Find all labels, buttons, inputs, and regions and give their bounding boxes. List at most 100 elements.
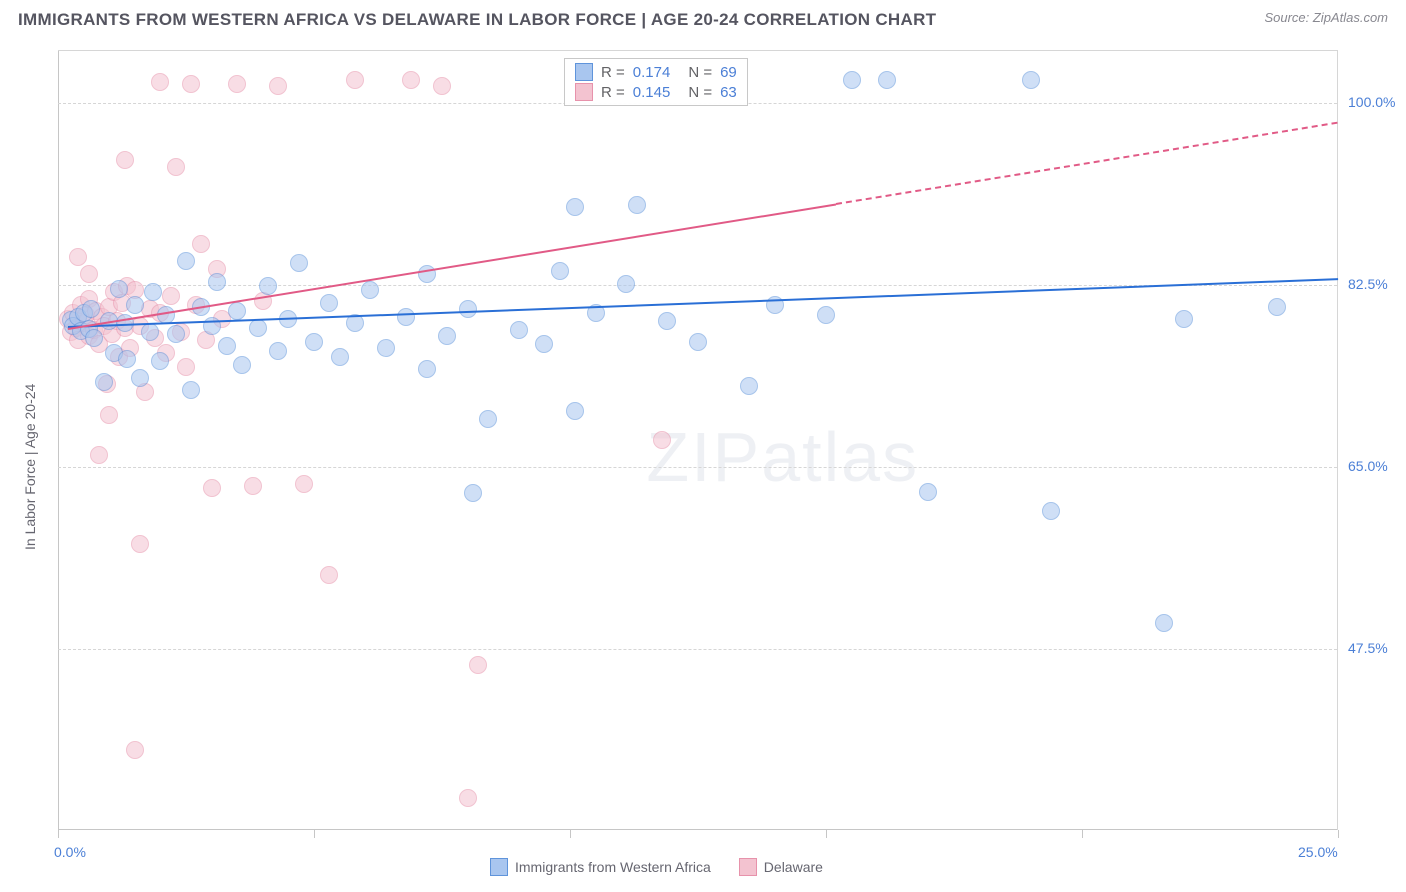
scatter-point: [116, 151, 134, 169]
scatter-point: [82, 300, 100, 318]
scatter-point: [919, 483, 937, 501]
scatter-point: [228, 302, 246, 320]
y-tick-label: 47.5%: [1348, 640, 1388, 656]
scatter-point: [80, 265, 98, 283]
scatter-point: [90, 446, 108, 464]
scatter-point: [208, 273, 226, 291]
legend: Immigrants from Western Africa Delaware: [490, 858, 823, 876]
stat-n-label: N =: [688, 84, 712, 101]
scatter-point: [69, 248, 87, 266]
scatter-point: [320, 294, 338, 312]
trend-line: [836, 122, 1338, 205]
stat-n-value: 63: [720, 84, 737, 101]
gridline-v: [1082, 51, 1083, 830]
x-tick-mark: [1082, 830, 1083, 838]
scatter-plot: ZIPatlas: [58, 50, 1338, 830]
correlation-stats-box: R = 0.174 N = 69 R = 0.145 N = 63: [564, 58, 748, 106]
legend-swatch: [490, 858, 508, 876]
x-tick-mark: [826, 830, 827, 838]
scatter-point: [85, 329, 103, 347]
stat-n-label: N =: [688, 64, 712, 81]
scatter-point: [110, 280, 128, 298]
legend-item: Immigrants from Western Africa: [490, 858, 711, 876]
scatter-point: [361, 281, 379, 299]
scatter-point: [126, 296, 144, 314]
scatter-point: [346, 71, 364, 89]
scatter-point: [295, 475, 313, 493]
y-tick-label: 100.0%: [1348, 94, 1395, 110]
scatter-point: [433, 77, 451, 95]
scatter-point: [878, 71, 896, 89]
series-swatch: [575, 63, 593, 81]
stat-r-value: 0.174: [633, 64, 671, 81]
scatter-point: [459, 300, 477, 318]
scatter-point: [249, 319, 267, 337]
scatter-point: [131, 369, 149, 387]
x-tick-mark: [314, 830, 315, 838]
scatter-point: [177, 358, 195, 376]
scatter-point: [228, 75, 246, 93]
scatter-point: [469, 656, 487, 674]
scatter-point: [177, 252, 195, 270]
gridline-h: [58, 649, 1337, 650]
scatter-point: [118, 350, 136, 368]
scatter-point: [438, 327, 456, 345]
y-axis-line: [58, 51, 59, 830]
stat-r-label: R =: [601, 64, 625, 81]
scatter-point: [1175, 310, 1193, 328]
scatter-point: [203, 479, 221, 497]
legend-label: Delaware: [764, 859, 823, 875]
scatter-point: [162, 287, 180, 305]
scatter-point: [141, 323, 159, 341]
scatter-point: [218, 337, 236, 355]
legend-label: Immigrants from Western Africa: [515, 859, 711, 875]
scatter-point: [269, 77, 287, 95]
x-tick-mark: [570, 830, 571, 838]
stat-n-value: 69: [720, 64, 737, 81]
y-tick-label: 65.0%: [1348, 458, 1388, 474]
scatter-point: [658, 312, 676, 330]
legend-swatch: [739, 858, 757, 876]
stat-r-label: R =: [601, 84, 625, 101]
stat-r-value: 0.145: [633, 84, 671, 101]
scatter-point: [182, 75, 200, 93]
scatter-point: [479, 410, 497, 428]
gridline-v: [570, 51, 571, 830]
scatter-point: [566, 198, 584, 216]
scatter-point: [167, 158, 185, 176]
scatter-point: [320, 566, 338, 584]
scatter-point: [628, 196, 646, 214]
scatter-point: [566, 402, 584, 420]
legend-item: Delaware: [739, 858, 823, 876]
scatter-point: [182, 381, 200, 399]
scatter-point: [689, 333, 707, 351]
y-tick-label: 82.5%: [1348, 276, 1388, 292]
scatter-point: [233, 356, 251, 374]
scatter-point: [131, 535, 149, 553]
scatter-point: [1155, 614, 1173, 632]
gridline-h: [58, 467, 1337, 468]
x-tick-mark: [58, 830, 59, 838]
scatter-point: [95, 373, 113, 391]
series-swatch: [575, 83, 593, 101]
scatter-point: [535, 335, 553, 353]
scatter-point: [290, 254, 308, 272]
scatter-point: [377, 339, 395, 357]
scatter-point: [843, 71, 861, 89]
stats-row: R = 0.145 N = 63: [575, 83, 737, 101]
scatter-point: [740, 377, 758, 395]
scatter-point: [1042, 502, 1060, 520]
x-tick-mark: [1338, 830, 1339, 838]
scatter-point: [397, 308, 415, 326]
scatter-point: [203, 317, 221, 335]
scatter-point: [244, 477, 262, 495]
scatter-point: [653, 431, 671, 449]
scatter-point: [259, 277, 277, 295]
title-bar: IMMIGRANTS FROM WESTERN AFRICA VS DELAWA…: [0, 0, 1406, 40]
scatter-point: [192, 235, 210, 253]
scatter-point: [100, 406, 118, 424]
scatter-point: [418, 265, 436, 283]
x-tick-label: 25.0%: [1298, 844, 1338, 860]
x-tick-label: 0.0%: [54, 844, 86, 860]
scatter-point: [305, 333, 323, 351]
